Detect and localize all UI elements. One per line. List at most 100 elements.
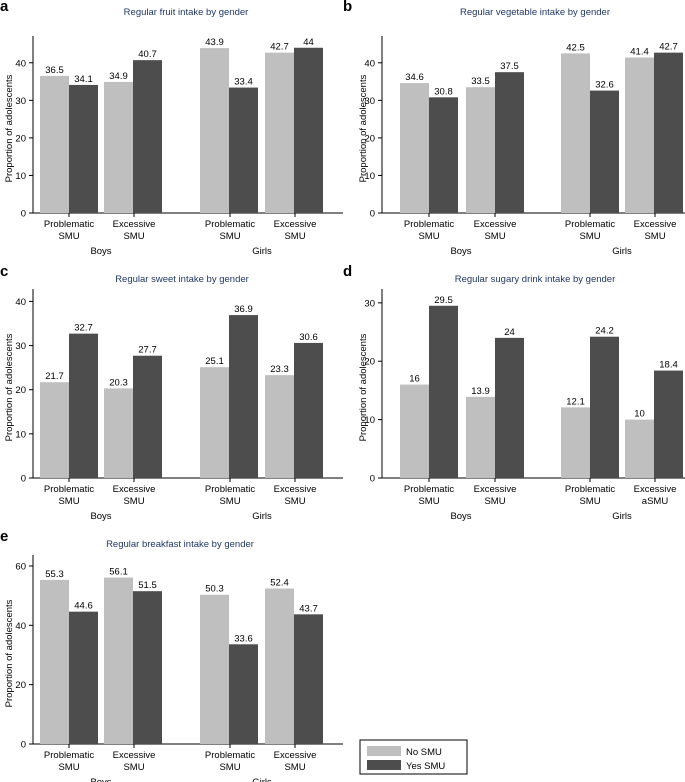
data-label: 36.5 [45, 65, 64, 76]
y-tick-label: 40 [15, 297, 26, 308]
bar-no-smu [104, 577, 133, 744]
y-axis-label: Proportion of adolescents [358, 333, 369, 441]
y-tick-label: 10 [15, 171, 26, 182]
bar-no-smu [466, 87, 495, 213]
x-tick-label: Problematic [44, 219, 94, 230]
panel-letter: e [0, 528, 8, 545]
data-label: 44.6 [74, 601, 93, 612]
bar-yes-smu [133, 60, 162, 213]
bar-yes-smu [294, 342, 323, 478]
bar-no-smu [104, 81, 133, 213]
data-label: 34.6 [405, 72, 424, 83]
x-tick-label: Problematic [44, 750, 94, 761]
data-label: 33.6 [234, 633, 253, 644]
data-label: 42.7 [659, 42, 678, 53]
data-label: 40.7 [138, 49, 157, 60]
data-label: 24 [504, 327, 515, 338]
legend-swatch [367, 760, 401, 770]
data-label: 37.5 [500, 61, 519, 72]
y-tick-label: 10 [15, 429, 26, 440]
bar-no-smu [200, 367, 229, 478]
x-tick-label: SMU [418, 231, 439, 242]
y-tick-label: 0 [21, 740, 26, 751]
bar-no-smu [40, 579, 69, 744]
x-tick-label: SMU [418, 496, 439, 507]
bar-yes-smu [590, 336, 619, 478]
bar-yes-smu [69, 611, 98, 744]
group-label: Boys [450, 246, 471, 257]
bar-no-smu [40, 75, 69, 213]
x-tick-label: SMU [123, 762, 144, 773]
data-label: 12.1 [566, 396, 585, 407]
y-tick-label: 0 [21, 474, 26, 485]
panel-letter: c [0, 263, 8, 280]
bar-no-smu [200, 594, 229, 744]
bar-no-smu [561, 53, 590, 214]
y-tick-label: 40 [15, 621, 26, 632]
x-tick-label: SMU [284, 762, 305, 773]
bar-yes-smu [133, 591, 162, 744]
data-label: 41.4 [630, 47, 649, 58]
data-label: 29.5 [434, 295, 453, 306]
bar-yes-smu [229, 644, 258, 744]
data-label: 27.7 [138, 345, 157, 356]
y-tick-label: 20 [15, 385, 26, 396]
y-tick-label: 30 [364, 298, 375, 309]
chart-panel-e: e Regular breakfast intake by gender 0 20 40… [0, 528, 343, 782]
x-tick-label: Excessive [113, 484, 156, 495]
group-label: Boys [90, 511, 111, 522]
x-tick-label: SMU [484, 231, 505, 242]
chart-title: Regular sugary drink intake by gender [455, 274, 616, 285]
data-label: 36.9 [234, 304, 253, 315]
data-label: 43.9 [205, 37, 224, 48]
y-tick-label: 10 [364, 171, 375, 182]
data-label: 42.5 [566, 42, 585, 53]
y-axis-label: Proportion of adolescents [4, 599, 15, 707]
x-tick-label: Problematic [44, 484, 94, 495]
group-label: Girls [612, 246, 632, 257]
panel-letter: d [343, 263, 352, 280]
chart-title: Regular sweet intake by gender [115, 274, 249, 285]
chart-panel-c: c Regular sweet intake by gender 0 10 20 30 40… [0, 263, 343, 522]
x-tick-label: Excessive [113, 219, 156, 230]
x-tick-label: aSMU [642, 496, 669, 507]
data-label: 13.9 [471, 386, 490, 397]
group-label: Girls [252, 511, 272, 522]
data-label: 34.9 [109, 71, 128, 82]
y-tick-label: 20 [15, 133, 26, 144]
x-tick-label: SMU [484, 496, 505, 507]
bar-no-smu [104, 388, 133, 478]
chart-title: Regular fruit intake by gender [124, 7, 249, 18]
data-label: 52.4 [270, 578, 289, 589]
bar-yes-smu [133, 355, 162, 478]
data-label: 23.3 [270, 364, 289, 375]
bar-yes-smu [495, 337, 524, 478]
chart-title: Regular breakfast intake by gender [106, 539, 254, 550]
bar-no-smu [625, 419, 654, 478]
y-tick-label: 0 [21, 209, 26, 220]
bar-no-smu [200, 48, 229, 214]
x-tick-label: SMU [58, 762, 79, 773]
x-tick-label: Problematic [404, 219, 454, 230]
y-tick-label: 20 [364, 357, 375, 368]
bar-yes-smu [590, 90, 619, 213]
group-label: Boys [450, 511, 471, 522]
group-label: Boys [90, 777, 111, 782]
y-tick-label: 40 [364, 58, 375, 69]
bar-yes-smu [495, 72, 524, 214]
bar-no-smu [265, 588, 294, 744]
chart-panel-a: a Regular fruit intake by gender 0 10 20 30 40… [0, 0, 343, 257]
y-tick-label: 30 [364, 96, 375, 107]
data-label: 30.8 [434, 86, 453, 97]
data-label: 50.3 [205, 584, 224, 595]
x-tick-label: SMU [219, 762, 240, 773]
data-label: 56.1 [109, 567, 128, 578]
bar-yes-smu [69, 333, 98, 478]
x-tick-label: SMU [579, 231, 600, 242]
y-tick-label: 10 [364, 415, 375, 426]
y-tick-label: 0 [370, 209, 375, 220]
data-label: 42.7 [270, 42, 289, 53]
x-tick-label: SMU [123, 496, 144, 507]
panel-letter: a [0, 0, 9, 15]
